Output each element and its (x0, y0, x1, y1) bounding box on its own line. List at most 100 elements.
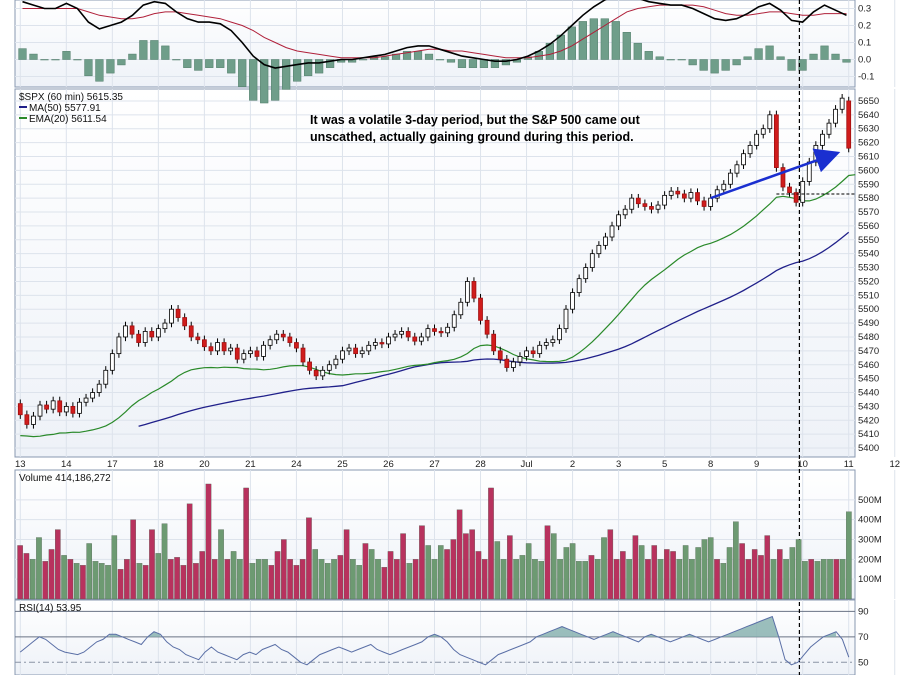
volume-bar (651, 545, 658, 600)
volume-bar (55, 529, 61, 600)
volume-bar (117, 569, 124, 600)
volume-bar (582, 561, 588, 600)
volume-bar (331, 559, 337, 600)
volume-bar (557, 559, 563, 600)
volume-bar (299, 559, 306, 600)
volume-bar (23, 553, 30, 600)
volume-bar (758, 555, 764, 600)
candle-body (116, 336, 122, 355)
price-series (17, 0, 856, 675)
date-tick-label: 5 (662, 459, 667, 470)
date-tick-label: 17 (107, 459, 118, 470)
volume-bar (136, 563, 143, 600)
volume-bar (588, 555, 595, 600)
candle-body (570, 292, 575, 310)
candle-body (188, 325, 194, 338)
volume-bar (42, 561, 49, 600)
volume-bar (425, 545, 432, 600)
price-tick-label: 5620 (858, 138, 879, 149)
rsi-overbought-fill (823, 631, 837, 637)
macd-histogram-bar (161, 45, 170, 60)
volume-bar (645, 559, 651, 600)
macd-histogram-bar (315, 59, 324, 74)
macd-histogram-bar (172, 59, 181, 61)
volume-bar (237, 559, 243, 600)
volume-bar (431, 559, 438, 600)
volume-bar (594, 559, 601, 600)
candle-body (399, 331, 404, 335)
volume-bar (205, 483, 212, 600)
candle-body (708, 197, 714, 207)
volume-bar (412, 559, 419, 600)
candle-body (846, 100, 852, 149)
volume-bar (789, 547, 796, 600)
candle-body (524, 350, 529, 357)
candle-body (90, 392, 95, 399)
macd-histogram-bar (435, 59, 445, 61)
candle-body (675, 190, 681, 195)
candle-body (820, 133, 825, 146)
rsi-overbought-fill (428, 634, 441, 637)
volume-bar (833, 559, 840, 600)
candle-body (182, 317, 188, 327)
volume-bar (324, 563, 331, 600)
macd-histogram-bar (194, 59, 203, 71)
candle-body (734, 164, 740, 174)
candle-body (655, 204, 661, 210)
candle-body (234, 347, 240, 360)
axis-labels: 5650 5640 5630 5620 5610 5600 5590 5580 5570 5560… (15, 4, 900, 669)
macd-histogram-bar (446, 59, 456, 63)
date-tick-label: 11 (844, 459, 854, 470)
volume-bar (720, 563, 727, 600)
macd-histogram-bar (358, 59, 368, 61)
candle-body (267, 339, 273, 346)
macd-histogram-bar (402, 51, 412, 60)
candle-body (800, 181, 806, 203)
price-tick-label: 5570 (858, 207, 879, 218)
volume-bar (770, 559, 777, 600)
candle-body (294, 342, 299, 349)
volume-bar (400, 533, 406, 600)
macd-histogram-bar (468, 59, 478, 68)
volume-bar (318, 559, 325, 600)
candle-body (221, 342, 227, 352)
volume-bar (387, 551, 394, 600)
candle-body (129, 325, 135, 335)
volume-bar (601, 537, 607, 600)
macd-histogram-bar (787, 59, 796, 71)
volume-bar (174, 557, 180, 600)
candle-body (57, 400, 63, 413)
candle-body (103, 369, 109, 385)
volume-bar (306, 517, 312, 600)
candle-body (563, 308, 569, 330)
macd-histogram-bar (798, 59, 807, 71)
candle-body (123, 325, 128, 338)
candle-body (175, 308, 181, 318)
volume-bar (218, 529, 224, 600)
candle-body (635, 197, 641, 205)
macd-histogram-bar (776, 56, 785, 60)
macd-histogram-bar (183, 59, 192, 68)
volume-bar (362, 543, 369, 600)
date-tick-label: 24 (291, 459, 302, 470)
candle-body (622, 208, 628, 216)
candle-body (465, 281, 470, 303)
volume-bar (481, 559, 488, 600)
macd-histogram-bar (117, 59, 126, 66)
date-tick-label: 13 (15, 459, 26, 470)
candle-body (287, 336, 293, 343)
volume-bar (394, 559, 400, 600)
volume-bar (463, 533, 469, 600)
volume-tick-label: 400M (858, 515, 882, 526)
candle-body (576, 278, 582, 293)
rsi-overbought-fill (721, 616, 779, 637)
date-tick-label: 10 (797, 459, 808, 470)
volume-bar (550, 533, 557, 600)
candle-body (353, 347, 358, 355)
candle-body (557, 328, 562, 341)
candle-body (793, 192, 799, 203)
candle-body (326, 364, 332, 371)
volume-bar (814, 561, 821, 600)
macd-histogram-bar (809, 53, 818, 60)
macd-histogram-bar (62, 51, 71, 60)
